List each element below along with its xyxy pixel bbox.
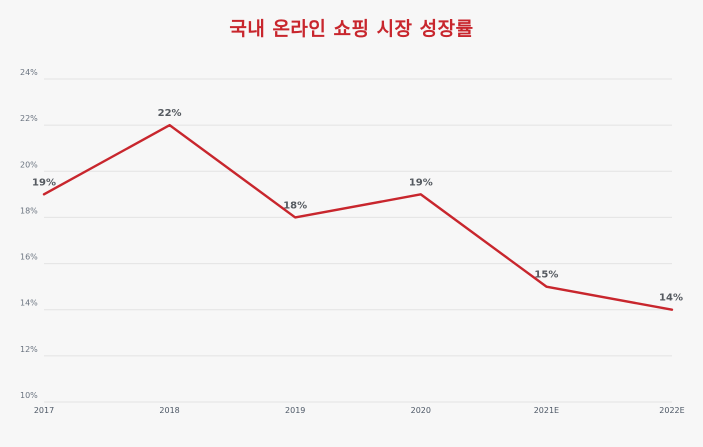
x-tick-label: 2017 <box>34 406 54 415</box>
data-label: 14% <box>659 293 683 304</box>
data-label: 22% <box>158 108 182 119</box>
x-tick-label: 2022E <box>659 406 684 415</box>
data-labels: 19% 22% 18% 19% 15% 14% <box>32 108 683 304</box>
data-label: 18% <box>283 200 307 211</box>
x-axis-ticks: 2017 2018 2019 2020 2021E 2022E <box>34 406 685 415</box>
y-tick-label: 14% <box>20 299 38 308</box>
series-line <box>42 123 674 311</box>
y-axis-ticks: 10% 12% 14% 16% 18% 20% 22% 24% <box>20 68 38 400</box>
y-tick-label: 24% <box>20 68 38 77</box>
y-tick-label: 22% <box>20 114 38 123</box>
data-label: 15% <box>534 270 558 281</box>
x-tick-label: 2021E <box>534 406 559 415</box>
y-tick-label: 16% <box>20 253 38 262</box>
series-lines <box>42 123 674 311</box>
y-tick-label: 10% <box>20 391 38 400</box>
y-tick-label: 20% <box>20 160 38 169</box>
x-tick-label: 2020 <box>411 406 431 415</box>
y-tick-label: 18% <box>20 206 38 215</box>
gridlines <box>44 78 672 403</box>
chart-title: 국내 온라인 쇼핑 시장 성장률 <box>229 18 474 40</box>
data-label: 19% <box>409 177 433 188</box>
x-tick-label: 2018 <box>159 406 179 415</box>
data-label: 19% <box>32 177 56 188</box>
x-tick-label: 2019 <box>285 406 305 415</box>
y-tick-label: 12% <box>20 345 38 354</box>
